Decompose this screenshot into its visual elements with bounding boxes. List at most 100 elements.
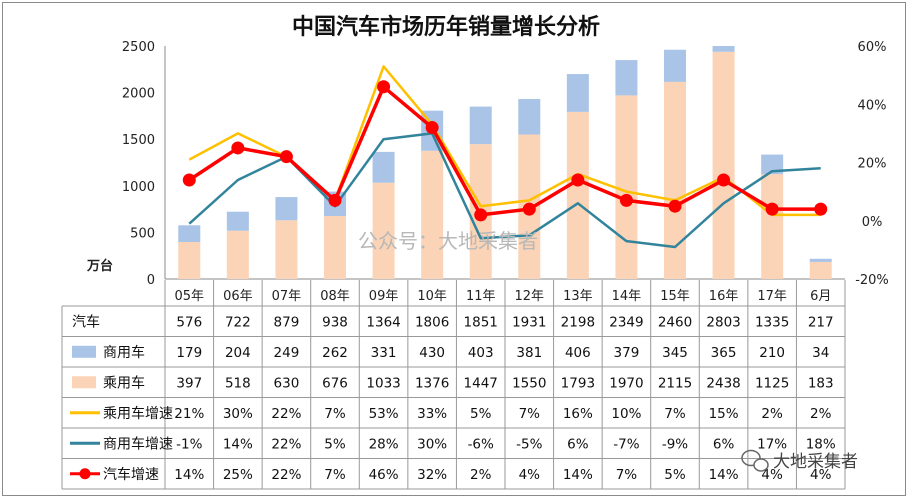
table-cell: 16% — [563, 406, 593, 422]
bar-passenger — [421, 150, 444, 279]
table-cell: 53% — [369, 406, 399, 422]
table-cell: 46% — [369, 467, 399, 483]
x-tick-label: 14年 — [612, 289, 642, 304]
table-cell: 179 — [176, 345, 202, 361]
table-cell: 10% — [611, 406, 641, 422]
table-cell: 5% — [324, 436, 346, 452]
legend-swatch — [72, 376, 96, 389]
bar-commercial — [518, 99, 541, 135]
table-cell: 676 — [322, 375, 348, 391]
total-growth-point — [522, 202, 536, 216]
table-cell: 7% — [324, 467, 346, 483]
table-cell: 14% — [174, 467, 204, 483]
bar-passenger — [324, 215, 346, 279]
table-cell: 518 — [225, 375, 251, 391]
table-cell: 30% — [223, 406, 253, 422]
watermark-text: 公众号：大地采集者 — [358, 229, 538, 253]
bar-passenger — [275, 220, 298, 279]
table-cell: 15% — [709, 406, 739, 422]
x-tick-label: 6月 — [810, 289, 831, 304]
table-cell: 33% — [417, 406, 447, 422]
table-cell: 22% — [271, 406, 301, 422]
table-row-label: 商用车增速 — [103, 435, 173, 452]
table-cell: 6% — [713, 436, 735, 452]
x-tick-label: 09年 — [369, 289, 399, 304]
line-total-growth — [188, 85, 821, 217]
table-cell: -1% — [176, 436, 202, 452]
table-cell: 403 — [468, 345, 494, 361]
table-cell: 14% — [223, 436, 253, 452]
data-table: 汽车 576 722 879 938 1364 1806 1851 1931 2198 2349 24… — [61, 280, 846, 490]
table-cell: 204 — [225, 345, 251, 361]
table-cell: 210 — [759, 345, 785, 361]
table-cell: 4% — [761, 467, 783, 483]
bar-commercial — [615, 60, 638, 96]
table-cell: 331 — [371, 345, 397, 361]
y2-tick-label: -20% — [855, 273, 889, 288]
bar-passenger — [809, 261, 832, 279]
y-axis-unit: 万台 — [86, 258, 113, 274]
y-tick-label: 0 — [147, 273, 155, 288]
bar-commercial — [664, 49, 686, 82]
y2-tick-label: 20% — [858, 157, 887, 172]
table-cell: 22% — [271, 467, 301, 483]
table-cell: 14% — [709, 467, 739, 483]
table-cell: 7% — [519, 406, 541, 422]
legend-swatch-marker — [79, 468, 91, 480]
table-cell: 576 — [176, 314, 202, 330]
bar-commercial — [761, 154, 784, 175]
total-growth-point — [571, 173, 585, 187]
total-growth-point — [765, 202, 779, 216]
bar-commercial — [372, 151, 395, 183]
total-growth-point — [231, 141, 245, 155]
total-growth-point — [328, 193, 342, 207]
table-cell: 4% — [519, 467, 541, 483]
table-cell: -5% — [516, 436, 542, 452]
table-cell: 2198 — [561, 314, 595, 330]
table-row-label: 商用车 — [103, 344, 145, 361]
table-cell: 938 — [322, 314, 348, 330]
table-cell: 879 — [274, 314, 300, 330]
x-tick-label: 16年 — [709, 289, 739, 304]
table-cell: 1931 — [512, 314, 546, 330]
bar-passenger — [615, 95, 638, 279]
bar-commercial — [809, 258, 832, 262]
x-tick-label: 15年 — [660, 289, 690, 304]
table-cell: 28% — [369, 436, 399, 452]
y-tick-label: 2000 — [122, 87, 155, 102]
total-growth-point — [474, 208, 488, 222]
wechat-icon — [741, 449, 769, 472]
table-cell: 30% — [417, 436, 447, 452]
table-cell: 1125 — [755, 375, 789, 391]
table-cell: 7% — [324, 406, 346, 422]
x-tick-label: 13年 — [563, 289, 593, 304]
y2-tick-label: 40% — [858, 98, 887, 113]
table-cell: 1793 — [561, 375, 595, 391]
table-cell: 183 — [808, 375, 834, 391]
table-cell: 2% — [761, 406, 783, 422]
table-cell: 1033 — [366, 375, 400, 391]
table-cell: 7% — [664, 406, 686, 422]
plot-area: 0 500 1000 1500 2000 2500 万台 -20% 0% 20% 40% 60% 05年… — [86, 40, 889, 304]
table-cell: 25% — [223, 467, 253, 483]
total-growth-point — [377, 80, 391, 94]
table-cell: 18% — [806, 436, 836, 452]
bar-commercial — [469, 106, 492, 145]
legend-swatch — [72, 345, 96, 358]
table-cell: 21% — [174, 406, 204, 422]
table-cell: 6% — [567, 436, 589, 452]
x-tick-label: 10年 — [417, 289, 447, 304]
table-cell: 17% — [757, 436, 787, 452]
total-growth-point — [668, 199, 682, 213]
y2-tick-label: 0% — [862, 215, 883, 230]
total-growth-point — [814, 202, 828, 216]
table-cell: 1851 — [464, 314, 498, 330]
table-cell: 430 — [419, 345, 445, 361]
table-cell: 381 — [516, 345, 542, 361]
table-cell: 1550 — [512, 375, 546, 391]
table-cell: 2803 — [706, 314, 740, 330]
x-tick-label: 06年 — [223, 289, 253, 304]
bar-passenger — [226, 230, 249, 279]
table-cell: 34 — [812, 345, 829, 361]
